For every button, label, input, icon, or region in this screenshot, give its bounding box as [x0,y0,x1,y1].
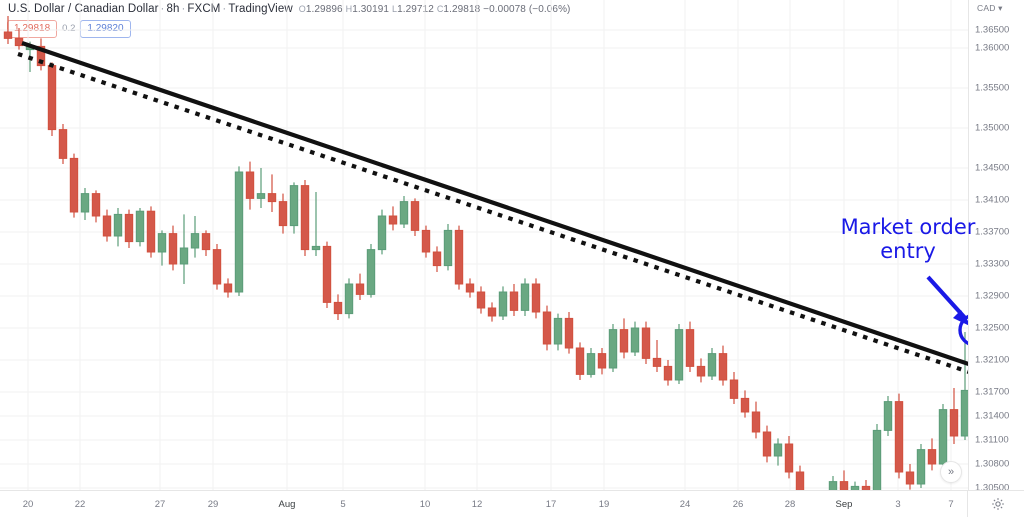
scroll-to-realtime-button[interactable]: » [940,461,962,483]
time-tick: Sep [835,499,853,510]
time-tick: 28 [784,499,796,510]
price-tick: 1.31100 [975,434,1009,446]
time-tick: 26 [732,499,744,510]
ask-price-badge[interactable]: 1.29820 [80,20,131,38]
trendline-overlays[interactable] [17,41,968,381]
price-tick: 1.32500 [975,322,1010,334]
change-value: −0.00078 (−0.06%) [483,4,571,15]
time-tick: 10 [419,499,431,510]
price-tick: 1.31700 [975,386,1010,398]
resistance-trendline-solid [21,41,968,367]
price-tick: 1.30800 [975,458,1010,470]
provider-label: TradingView [228,3,293,15]
open-value: 1.29896 [305,4,343,15]
price-tick: 1.35500 [975,82,1010,94]
high-label: H [345,4,353,14]
time-tick: 5 [340,499,346,510]
axis-corner-divider [967,491,968,517]
time-tick: 19 [598,499,610,510]
annotation-graphics [926,275,968,346]
chart-plot-area[interactable] [0,0,968,490]
time-tick: 20 [22,499,34,510]
annotation-arrow [926,275,968,326]
price-tick: 1.36000 [975,42,1010,54]
close-label: C [436,4,444,14]
grid-lines [0,0,968,490]
low-label: L [391,4,398,14]
legend-separator-1: · [160,3,165,15]
time-tick: 7 [948,499,954,510]
chevron-down-icon: ▾ [998,3,1003,13]
legend-separator-2: · [181,3,186,15]
interval-label[interactable]: 8h [166,3,180,15]
high-value: 1.30191 [352,4,390,15]
spread-value: 0.2 [62,23,76,35]
time-tick: 22 [74,499,86,510]
ohlc-values: O1.29896 H1.30191 L1.29712 C1.29818 −0.0… [299,4,571,15]
price-tick: 1.36500 [975,24,1010,36]
price-tick: 1.34500 [975,162,1010,174]
low-value: 1.29712 [397,4,434,15]
candlestick-chart [0,0,968,490]
gear-icon[interactable] [990,496,1006,512]
price-tick: 1.33300 [975,258,1010,270]
time-tick: 24 [679,499,691,510]
time-tick: 3 [895,499,901,510]
bid-price-value: 1.29818 [14,23,51,34]
price-tick: 1.35000 [975,122,1010,134]
time-tick: 12 [471,499,483,510]
currency-selector[interactable]: CAD ▾ [977,3,1003,14]
price-tick: 1.32900 [975,290,1010,302]
double-chevron-right-icon: » [947,465,955,478]
chart-legend: U.S. Dollar / Canadian Dollar · 8h · FXCM · Tr… [8,3,571,15]
time-tick: 29 [207,499,219,510]
legend-separator-3: · [222,3,227,15]
price-tick: 1.31400 [975,410,1010,422]
close-value: 1.29818 [443,4,481,15]
time-tick: Aug [278,499,296,510]
time-tick: 27 [154,499,166,510]
price-axis[interactable]: CAD ▾ 1.36500 1.36000 1.35500 1.35000 1.3450… [968,0,1024,517]
price-tick: 1.32100 [975,354,1010,366]
exchange-label[interactable]: FXCM [187,3,221,15]
open-label: O [298,4,306,14]
time-axis[interactable]: 20 22 27 29 Aug 5 10 12 17 19 24 26 28 Sep 3 7 [0,490,1024,517]
symbol-title[interactable]: U.S. Dollar / Canadian Dollar [8,3,159,15]
price-tick: 1.33700 [975,226,1010,238]
ask-price-value: 1.29820 [87,23,124,34]
price-tick: 1.34100 [975,194,1010,206]
candle-series [3,16,968,490]
time-tick: 17 [545,499,557,510]
resistance-trendline-dotted [17,52,968,374]
currency-label: CAD [977,3,996,13]
market-order-entry-circle [958,314,968,346]
price-tick: 1.30500 [975,482,1010,494]
